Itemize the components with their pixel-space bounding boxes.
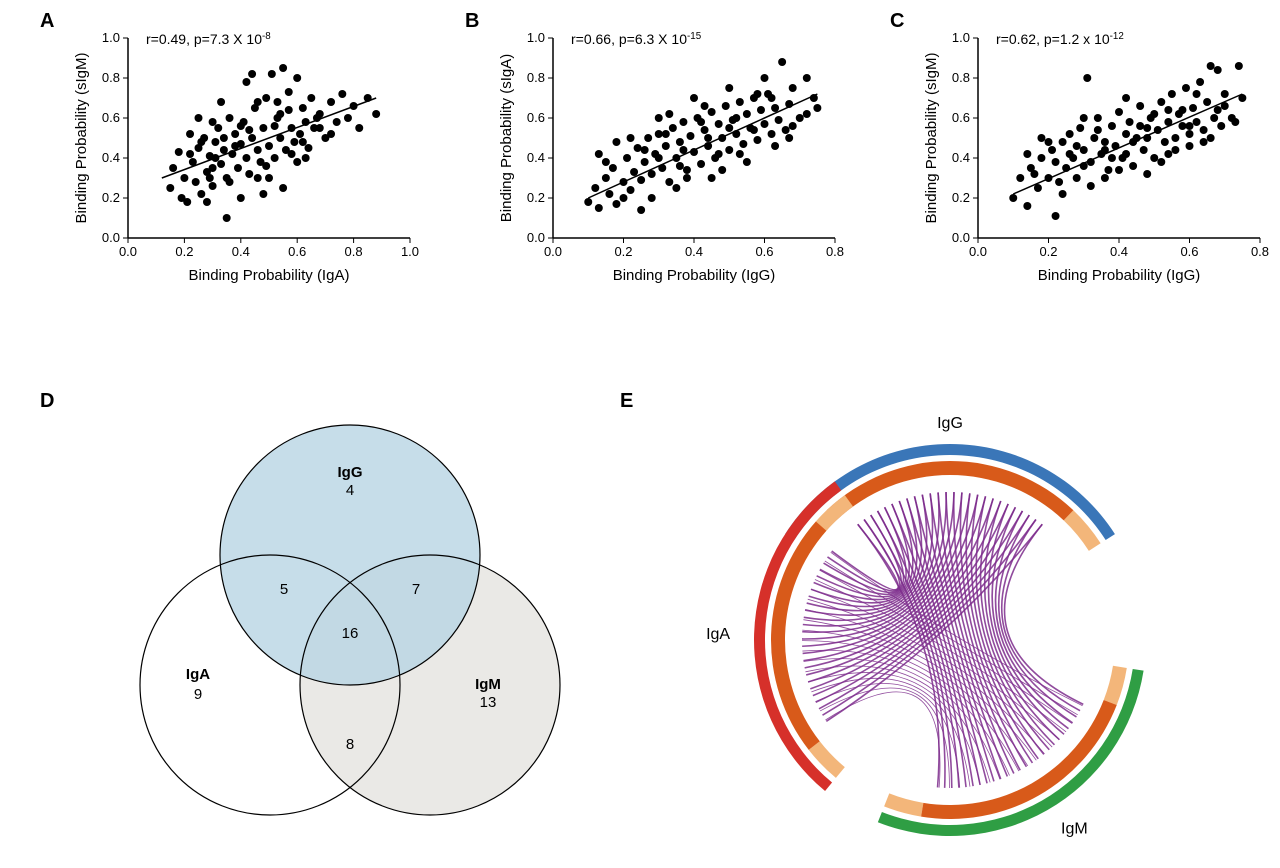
svg-text:13: 13 <box>480 694 497 711</box>
svg-text:0.8: 0.8 <box>345 244 363 259</box>
svg-text:0.2: 0.2 <box>614 244 632 259</box>
svg-text:1.0: 1.0 <box>102 30 120 45</box>
svg-text:0.2: 0.2 <box>1039 244 1057 259</box>
panel-label-c: C <box>890 10 904 33</box>
svg-text:0.6: 0.6 <box>102 110 120 125</box>
panel-label-a: A <box>40 10 54 33</box>
svg-text:0.8: 0.8 <box>826 244 844 259</box>
svg-text:1.0: 1.0 <box>401 244 419 259</box>
svg-text:1.0: 1.0 <box>952 30 970 45</box>
svg-text:1.0: 1.0 <box>527 30 545 45</box>
svg-text:r=0.49, p=7.3 X 10-8: r=0.49, p=7.3 X 10-8 <box>146 31 271 48</box>
svg-text:7: 7 <box>412 581 420 598</box>
svg-text:IgG: IgG <box>937 415 963 432</box>
svg-text:Binding Probability (sIgM): Binding Probability (sIgM) <box>923 53 940 224</box>
svg-text:0.8: 0.8 <box>102 70 120 85</box>
svg-text:0.4: 0.4 <box>685 244 703 259</box>
scatter-a: 0.0 0.2 0.4 0.6 0.8 1.0 0.0 0.2 0.4 0.6 0.8 1.0 Bind… <box>70 18 420 288</box>
svg-text:16: 16 <box>342 625 359 642</box>
svg-text:0.4: 0.4 <box>527 150 545 165</box>
svg-text:Binding Probability (sIgA): Binding Probability (sIgA) <box>498 54 515 222</box>
svg-text:0.6: 0.6 <box>952 110 970 125</box>
svg-text:r=0.62, p=1.2 x 10-12: r=0.62, p=1.2 x 10-12 <box>996 31 1124 48</box>
svg-text:IgA: IgA <box>706 626 730 643</box>
svg-text:0.0: 0.0 <box>544 244 562 259</box>
svg-text:0.8: 0.8 <box>1251 244 1269 259</box>
svg-text:0.2: 0.2 <box>175 244 193 259</box>
svg-text:IgA: IgA <box>186 666 210 683</box>
svg-text:0.4: 0.4 <box>102 150 120 165</box>
svg-text:0.0: 0.0 <box>102 230 120 245</box>
svg-text:0.4: 0.4 <box>952 150 970 165</box>
chord-e: IgG IgA IgM <box>670 400 1230 860</box>
svg-text:0.6: 0.6 <box>1180 244 1198 259</box>
svg-text:Binding Probability (IgA): Binding Probability (IgA) <box>189 267 350 284</box>
svg-text:0.0: 0.0 <box>119 244 137 259</box>
svg-text:IgM: IgM <box>1061 821 1088 838</box>
svg-text:Binding Probability (IgG): Binding Probability (IgG) <box>1038 267 1201 284</box>
svg-text:Binding Probability (sIgM): Binding Probability (sIgM) <box>73 53 90 224</box>
svg-text:0.2: 0.2 <box>527 190 545 205</box>
svg-text:0.6: 0.6 <box>755 244 773 259</box>
svg-text:0.0: 0.0 <box>527 230 545 245</box>
svg-text:0.6: 0.6 <box>527 110 545 125</box>
scatter-b: 0.0 0.2 0.4 0.6 0.8 0.0 0.2 0.4 0.6 0.8 1.0 Binding… <box>495 18 845 288</box>
svg-text:0.6: 0.6 <box>288 244 306 259</box>
svg-text:0.2: 0.2 <box>952 190 970 205</box>
svg-text:0.4: 0.4 <box>232 244 250 259</box>
svg-text:0.8: 0.8 <box>527 70 545 85</box>
panel-label-e: E <box>620 390 633 413</box>
svg-text:r=0.66, p=6.3 X 10-15: r=0.66, p=6.3 X 10-15 <box>571 31 702 48</box>
svg-text:9: 9 <box>194 686 202 703</box>
scatter-c: 0.0 0.2 0.4 0.6 0.8 0.0 0.2 0.4 0.6 0.8 1.0 Binding… <box>920 18 1270 288</box>
svg-text:5: 5 <box>280 581 288 598</box>
svg-text:0.0: 0.0 <box>969 244 987 259</box>
svg-text:Binding Probability (IgG): Binding Probability (IgG) <box>613 267 776 284</box>
svg-text:8: 8 <box>346 736 354 753</box>
svg-text:4: 4 <box>346 482 354 499</box>
panel-label-b: B <box>465 10 479 33</box>
svg-text:0.0: 0.0 <box>952 230 970 245</box>
svg-text:0.4: 0.4 <box>1110 244 1128 259</box>
venn-d: IgG4 IgA 9 IgM13 5 7 8 16 <box>90 410 610 850</box>
svg-text:IgM: IgM <box>475 676 501 693</box>
svg-text:0.2: 0.2 <box>102 190 120 205</box>
svg-text:0.8: 0.8 <box>952 70 970 85</box>
panel-label-d: D <box>40 390 54 413</box>
svg-text:IgG: IgG <box>338 464 363 481</box>
